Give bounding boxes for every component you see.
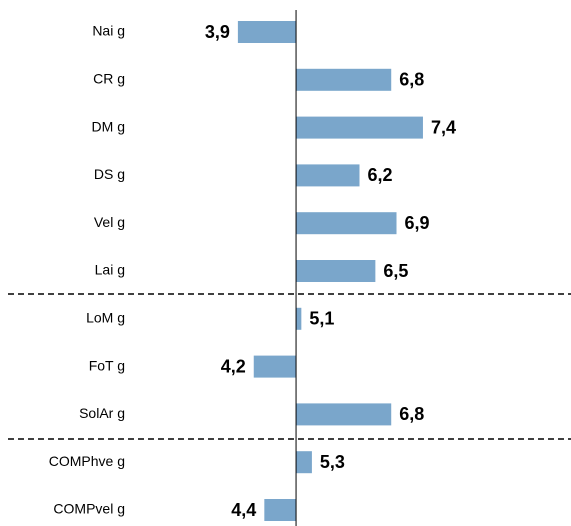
category-label: DS g: [94, 166, 125, 182]
data-label: 6,5: [383, 261, 408, 281]
data-label: 7,4: [431, 117, 456, 137]
bar: [296, 212, 397, 235]
bar: [296, 403, 392, 426]
data-label: 4,4: [231, 500, 256, 520]
category-label: CR g: [93, 71, 125, 87]
bar: [296, 260, 376, 282]
category-label: COMPhve g: [49, 453, 125, 469]
category-label: Nai g: [92, 23, 125, 39]
category-label: FoT g: [89, 357, 125, 373]
bar: [296, 68, 392, 91]
data-label: 5,3: [320, 452, 345, 472]
bar: [296, 307, 302, 330]
category-label: LoM g: [86, 310, 125, 326]
data-label: 3,9: [205, 22, 230, 42]
data-label: 6,8: [399, 404, 424, 424]
data-label: 6,2: [368, 165, 393, 185]
bar: [296, 116, 423, 139]
data-label: 5,1: [309, 309, 334, 329]
data-label: 4,2: [221, 356, 246, 376]
bar: [253, 355, 297, 378]
category-label: COMPvel g: [53, 501, 125, 517]
category-label: DM g: [92, 118, 125, 134]
bar: [237, 21, 297, 43]
category-label: SolAr g: [79, 405, 125, 421]
bar: [296, 164, 360, 187]
data-label: 6,9: [405, 213, 430, 233]
category-label: Lai g: [95, 262, 125, 278]
bar: [264, 499, 297, 521]
bar: [296, 451, 312, 474]
category-label: Vel g: [94, 214, 125, 230]
data-label: 6,8: [399, 70, 424, 90]
